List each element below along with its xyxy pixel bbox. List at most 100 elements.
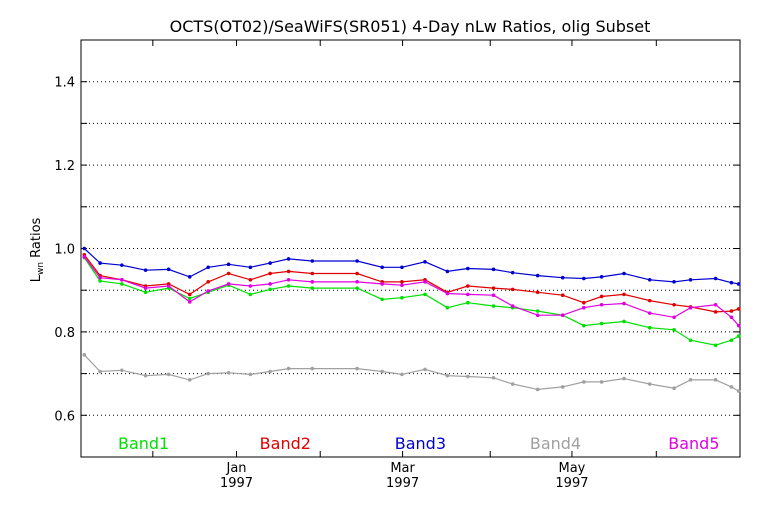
data-point-band1-30	[736, 334, 741, 338]
data-point-band3-1	[98, 261, 102, 265]
y-axis-label-sub: wn	[36, 262, 46, 275]
data-point-band3-8	[248, 265, 253, 270]
data-point-band2-21	[560, 293, 565, 298]
data-point-band3-7	[226, 262, 231, 267]
data-point-band2-30	[736, 307, 741, 311]
data-point-band2-12	[355, 271, 359, 276]
data-point-band3-20	[535, 273, 540, 278]
data-point-band2-10	[286, 269, 291, 274]
data-point-band5-19	[510, 304, 515, 308]
data-point-band3-5	[187, 275, 192, 279]
y-tick-label-2: 1.0	[54, 243, 75, 258]
data-point-band4-3	[143, 373, 148, 378]
series-group	[82, 246, 741, 393]
data-point-band1-26	[672, 328, 676, 332]
data-point-band3-28	[713, 276, 718, 281]
data-point-band5-18	[491, 293, 496, 298]
data-point-band4-19	[510, 382, 515, 386]
legend: Band1 Band2 Band3 Band4 Band5	[118, 434, 720, 453]
data-point-band1-18	[491, 304, 496, 308]
y-tick-label-3: 1.2	[54, 159, 75, 174]
data-point-band3-22	[582, 276, 586, 281]
data-point-band3-18	[491, 267, 496, 272]
data-point-band1-16	[445, 305, 450, 310]
series-band1	[82, 255, 741, 348]
data-point-band5-26	[672, 315, 676, 320]
data-point-band1-2	[120, 282, 124, 286]
data-point-band5-12	[355, 280, 359, 284]
data-point-band4-30	[736, 389, 741, 393]
data-point-band1-10	[286, 284, 291, 288]
grid-lines	[81, 81, 740, 416]
data-point-band1-12	[355, 286, 359, 290]
legend-entry-band1: Band1	[118, 434, 169, 453]
x-tick-label-year-1: 1997	[386, 476, 419, 491]
data-point-band2-18	[491, 286, 496, 290]
data-point-band2-24	[622, 292, 626, 297]
data-point-band4-21	[560, 385, 565, 389]
data-point-band5-3	[143, 286, 148, 290]
data-point-band4-15	[423, 367, 427, 372]
data-point-band3-21	[560, 275, 565, 280]
data-point-band2-28	[713, 310, 718, 314]
x-tick-label-month-2: May	[559, 461, 586, 476]
data-point-band4-4	[166, 372, 171, 377]
data-point-band4-8	[248, 372, 253, 377]
data-point-band1-22	[582, 323, 586, 328]
data-point-band5-24	[622, 301, 626, 306]
data-point-band4-14	[400, 372, 404, 377]
axis-ticks	[81, 40, 740, 457]
series-line-band3	[83, 248, 739, 285]
data-point-band5-17	[466, 292, 470, 297]
data-point-band2-7	[226, 271, 231, 276]
plot-frame	[80, 39, 741, 458]
chart-title: OCTS(OT02)/SeaWiFS(SR051) 4-Day nLw Rati…	[170, 17, 651, 36]
data-point-band2-5	[187, 292, 192, 297]
data-point-band2-8	[248, 277, 253, 282]
data-point-band4-22	[582, 380, 586, 384]
data-point-band1-29	[729, 338, 734, 343]
data-point-band5-21	[560, 313, 565, 318]
data-point-band3-27	[688, 277, 693, 282]
data-point-band2-14	[400, 280, 404, 284]
data-point-band2-17	[466, 284, 470, 288]
data-point-band4-24	[622, 376, 626, 381]
data-point-band5-4	[166, 284, 171, 288]
x-tick-label-month-1: Mar	[390, 461, 415, 476]
data-point-band3-3	[143, 268, 148, 272]
data-point-band4-20	[535, 387, 540, 392]
data-point-band5-27	[688, 305, 693, 310]
data-point-band4-26	[672, 386, 676, 390]
data-point-band2-29	[729, 309, 734, 313]
data-point-band4-28	[713, 378, 718, 382]
data-point-band1-20	[535, 309, 540, 313]
data-point-band1-8	[248, 292, 253, 297]
data-point-band1-13	[380, 297, 384, 302]
data-point-band5-22	[582, 305, 586, 310]
y-axis-label: Lwn Ratios	[29, 217, 46, 282]
data-point-band1-17	[466, 300, 470, 305]
data-point-band1-25	[647, 325, 652, 330]
data-point-band4-9	[268, 369, 272, 374]
data-point-band1-5	[187, 296, 192, 301]
data-point-band3-23	[599, 275, 604, 279]
y-tick-labels: 0.6 0.8 1.0 1.2 1.4	[54, 76, 75, 425]
legend-entry-band5: Band5	[668, 434, 719, 453]
series-band5	[82, 255, 741, 328]
data-point-band2-22	[582, 300, 586, 305]
data-point-band3-6	[206, 265, 210, 270]
data-point-band3-26	[672, 280, 676, 284]
data-point-band3-10	[286, 257, 291, 261]
data-point-band2-20	[535, 290, 540, 295]
data-point-band4-1	[98, 369, 102, 374]
data-point-band5-2	[120, 277, 124, 282]
data-point-band2-26	[672, 302, 676, 307]
x-tick-label-month-0: Jan	[226, 461, 247, 476]
data-point-band5-9	[268, 282, 272, 286]
data-point-band4-2	[120, 368, 124, 373]
y-axis-label-main: L	[29, 274, 44, 282]
series-line-band4	[83, 354, 739, 392]
data-point-band1-27	[688, 338, 693, 343]
